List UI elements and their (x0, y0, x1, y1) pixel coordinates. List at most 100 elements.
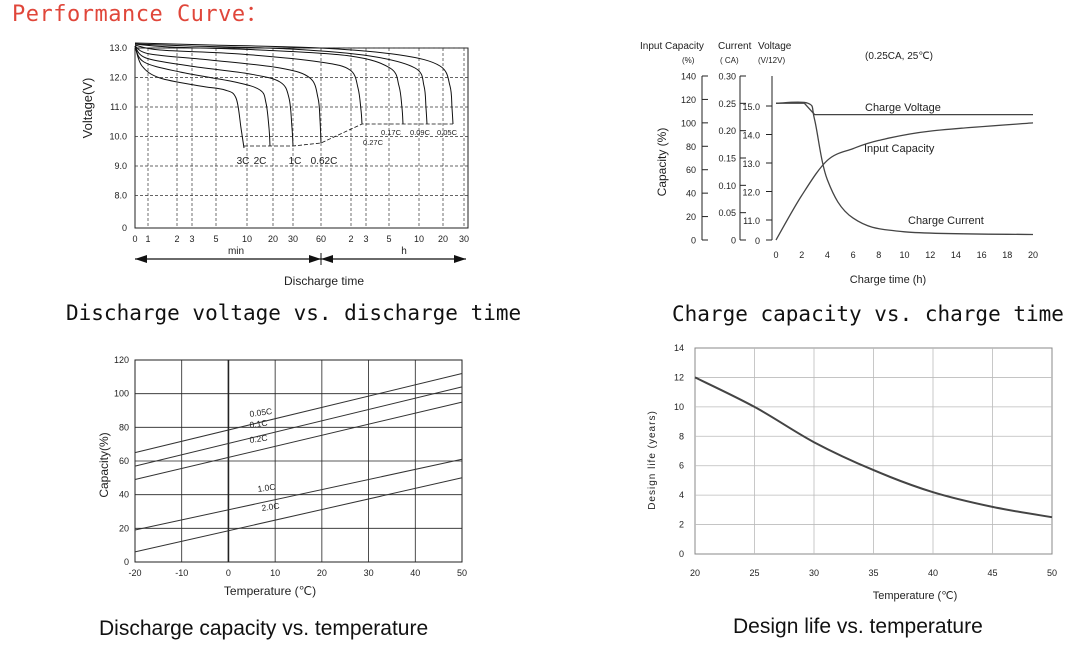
x-tick-label: 30 (809, 568, 819, 578)
current-tick-label: 0.05 (718, 208, 736, 218)
y-tick-label: 10 (674, 402, 684, 412)
y-tick-label: 11.0 (110, 102, 127, 112)
capacity-tick-label: 60 (686, 165, 696, 175)
y-tick-label: 2 (679, 520, 684, 530)
series-line-2 (134, 386, 463, 467)
series-design-life (694, 376, 1053, 519)
curve-label: 0.62C (311, 156, 338, 167)
page-title: Performance Curve： (12, 2, 269, 27)
y-tick-label: 0 (124, 557, 129, 567)
series-label: 1.0C (257, 482, 276, 494)
y-tick-label: 100 (114, 389, 129, 399)
discharge-curve-6 (134, 43, 404, 125)
y-tick-label: 12 (674, 372, 684, 382)
discharge-curve-5 (134, 44, 363, 125)
x-tick-label: 45 (987, 568, 997, 578)
series-line-4 (134, 458, 463, 531)
curve-label: 2C (254, 156, 267, 167)
x-tick-label: 3 (363, 234, 368, 244)
x-tick-label: 40 (928, 568, 938, 578)
label-charge-current: Charge Current (908, 215, 984, 227)
series-label: 0.1C (249, 418, 268, 430)
discharge-curve-3 (134, 45, 294, 147)
discharge-curve-2 (134, 45, 271, 147)
series-label: 0.05C (249, 406, 273, 419)
caption-charge-capacity: Charge capacity vs. charge time (672, 302, 1064, 326)
x-tick-label: 8 (876, 250, 881, 260)
caption-capacity-temperature: Discharge capacity vs. temperature (99, 617, 429, 640)
y-tick-label: 12.0 (109, 73, 127, 83)
x-axis-label: Discharge time (284, 274, 364, 288)
y-tick-label: 14 (674, 343, 684, 353)
y-axis-label: Capacity (%) (655, 128, 669, 197)
voltage-tick-label: 11.0 (743, 216, 760, 226)
x-tick-label: 20 (690, 568, 700, 578)
y-tick-label: 80 (119, 422, 129, 432)
x-tick-label: 0 (226, 568, 231, 578)
curve-label: 3C (237, 156, 250, 167)
y-tick-label: 4 (679, 490, 684, 500)
current-tick-label: 0.25 (718, 99, 736, 109)
header-voltage: Voltage (758, 41, 792, 52)
x-tick-label: 10 (242, 234, 252, 244)
voltage-tick-label: 0 (755, 236, 760, 246)
curve-label: 0.09C (410, 128, 431, 137)
x-tick-label: 1 (145, 234, 150, 244)
discharge-curve-7 (134, 43, 428, 125)
x-tick-label: 14 (951, 250, 961, 260)
curve-label: 0.17C (381, 128, 402, 137)
series-label: 0.2C (249, 433, 268, 445)
x-tick-label: 50 (1047, 568, 1057, 578)
x-tick-label: 10 (414, 234, 424, 244)
x-axis-label: Charge time (h) (850, 274, 926, 286)
x-tick-label: -10 (175, 568, 188, 578)
y-tick-label: 120 (114, 355, 129, 365)
voltage-tick-label: 15.0 (742, 102, 760, 112)
x-tick-label: 10 (899, 250, 909, 260)
curve-label: 1C (289, 156, 302, 167)
capacity-tick-label: 0 (691, 236, 696, 246)
design-life-chart: 0 2 4 6 8 10 12 14 20 25 30 35 40 45 50 Design life (ye… (647, 343, 1057, 602)
x-tick-label: 20 (268, 234, 278, 244)
capacity-tick-label: 120 (681, 95, 696, 105)
y-tick-label: 9.0 (114, 161, 127, 171)
x-tick-label: 12 (925, 250, 935, 260)
label-charge-voltage: Charge Voltage (865, 102, 941, 114)
x-axis-label: Temperature (℃) (873, 590, 958, 602)
y-axis-label: Capacity(%) (97, 432, 111, 497)
plot-frame (134, 47, 469, 229)
y-tick-label: 8 (679, 431, 684, 441)
capacity-tick-label: 20 (686, 212, 696, 222)
caption-design-life: Design life vs. temperature (733, 615, 983, 638)
y-tick-label: 8.0 (114, 191, 127, 201)
y-tick-label: 13.0 (109, 43, 127, 53)
x-tick-label: 3 (189, 234, 194, 244)
capacity-tick-label: 100 (681, 118, 696, 128)
x-tick-label: 0 (132, 234, 137, 244)
x-tick-label: 18 (1002, 250, 1012, 260)
label-input-capacity: Input Capacity (864, 143, 935, 155)
x-tick-label: 60 (316, 234, 326, 244)
header-current: Current (718, 41, 752, 52)
chart-annotation: (0.25CA, 25℃) (865, 51, 933, 62)
curve-label: 0.05C (437, 128, 458, 137)
x-tick-label: 30 (288, 234, 298, 244)
x-tick-label: 30 (459, 234, 469, 244)
voltage-tick-label: 12.0 (742, 188, 760, 198)
x-tick-label: 20 (317, 568, 327, 578)
y-tick-label: 0 (679, 549, 684, 559)
x-tick-label: 5 (213, 234, 218, 244)
y-axis-label: Voltage(V) (80, 78, 95, 139)
voltage-tick-label: 14.0 (742, 131, 760, 141)
x-tick-label: 35 (868, 568, 878, 578)
x-tick-label: 20 (438, 234, 448, 244)
series-charge-current (775, 101, 1034, 236)
x-tick-label: 2 (348, 234, 353, 244)
y-tick-label: 40 (119, 490, 129, 500)
unit-v: (V/12V) (758, 56, 785, 65)
y-axis-label: Design life (years) (647, 410, 658, 510)
series-input-capacity (775, 122, 1034, 241)
curve-label: 0.27C (363, 138, 384, 147)
x-tick-label: 2 (799, 250, 804, 260)
y-tick-label: 0 (122, 223, 127, 233)
